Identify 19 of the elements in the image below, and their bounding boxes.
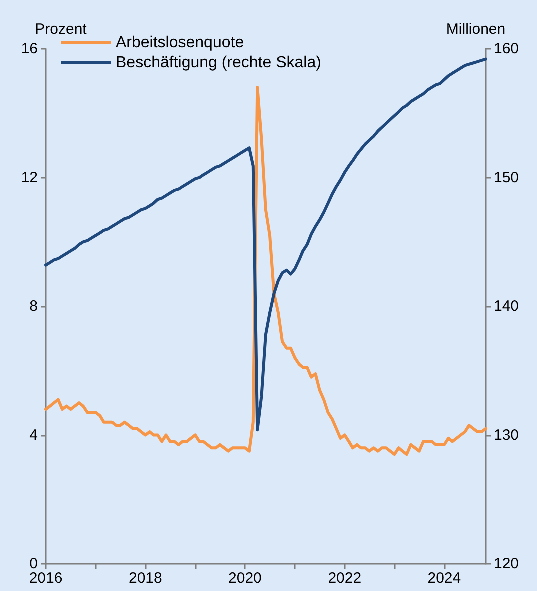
y-tick-label: 16 — [21, 40, 38, 58]
y-tick-label: 4 — [30, 426, 38, 444]
x-tick-label: 2016 — [29, 570, 63, 587]
legend-label: Arbeitslosenquote — [116, 34, 244, 52]
x-tick-label: 2018 — [128, 570, 162, 587]
y2-tick-label: 150 — [494, 169, 520, 186]
y2-axis-title: Millionen — [446, 21, 506, 38]
y-tick-label: 12 — [21, 169, 38, 186]
y2-tick-label: 120 — [494, 556, 520, 572]
y2-tick-label: 130 — [494, 426, 520, 444]
y-tick-label: 8 — [30, 298, 38, 315]
y2-tick-label: 160 — [494, 40, 520, 58]
y-tick-label: 0 — [30, 556, 38, 572]
x-tick-label: 2024 — [428, 570, 462, 587]
x-tick-label: 2022 — [328, 570, 362, 587]
legend-label: Beschäftigung (rechte Skala) — [116, 54, 322, 72]
y2-tick-label: 140 — [494, 298, 520, 315]
y-axis-title: Prozent — [35, 21, 88, 38]
x-tick-label: 2020 — [228, 570, 262, 587]
